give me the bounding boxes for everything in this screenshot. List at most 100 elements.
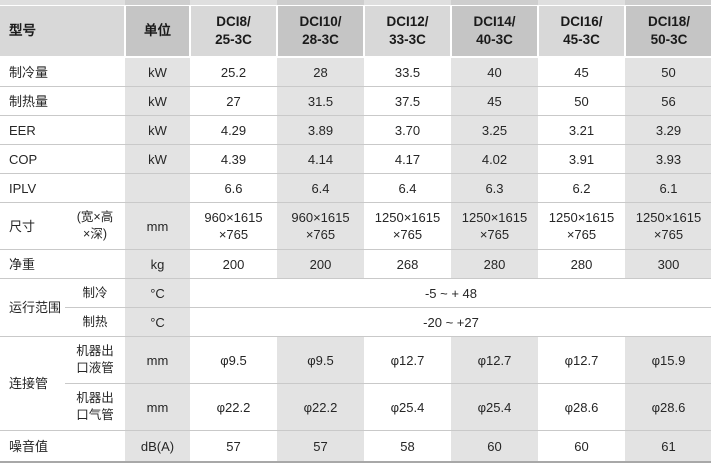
row-dimensions: 尺寸 (宽×高 ×深) mm 960×1615 ×765 960×1615 ×7…	[0, 202, 711, 250]
cutoff-row-top	[0, 0, 711, 6]
spec-value-span: -5 ~ + 48	[190, 278, 711, 308]
spec-value: 33.5	[364, 56, 451, 87]
spec-value: φ12.7	[451, 336, 538, 384]
cutoff-cell	[190, 0, 277, 6]
row-unit: °C	[125, 278, 190, 308]
spec-value: 3.91	[538, 144, 625, 174]
row-unit	[125, 173, 190, 203]
cutoff-cell	[0, 0, 125, 6]
row-unit: kW	[125, 115, 190, 145]
row-noise: 噪音值 dB(A) 57 57 58 60 60 61	[0, 430, 711, 463]
row-label: 净重	[0, 249, 125, 279]
spec-value: 4.39	[190, 144, 277, 174]
row-cooling-capacity: 制冷量 kW 25.2 28 33.5 40 45 50	[0, 56, 711, 87]
row-label: 尺寸	[0, 202, 65, 250]
spec-value: 960×1615 ×765	[190, 202, 277, 250]
spec-value: 3.89	[277, 115, 364, 145]
header-model-dci10: DCI10/ 28-3C	[276, 5, 364, 58]
row-label: 连接管	[0, 336, 65, 431]
row-label: COP	[0, 144, 125, 174]
spec-value: φ15.9	[625, 336, 711, 384]
row-label: IPLV	[0, 173, 125, 203]
spec-value: 40	[451, 56, 538, 87]
spec-value: 57	[190, 430, 277, 463]
spec-value: 50	[625, 56, 711, 87]
spec-value: 280	[451, 249, 538, 279]
spec-value: 3.21	[538, 115, 625, 145]
row-label: 运行范围	[0, 278, 65, 337]
header-model-dci16: DCI16/ 45-3C	[537, 5, 625, 58]
row-unit: kW	[125, 56, 190, 87]
spec-value: 4.17	[364, 144, 451, 174]
spec-value: 200	[190, 249, 277, 279]
header-unit-col: 单位	[124, 5, 190, 58]
spec-value: 3.25	[451, 115, 538, 145]
row-heating-capacity: 制热量 kW 27 31.5 37.5 45 50 56	[0, 86, 711, 116]
spec-value: φ25.4	[364, 383, 451, 431]
row-unit: dB(A)	[125, 430, 190, 463]
spec-value: φ12.7	[538, 336, 625, 384]
spec-value: φ28.6	[538, 383, 625, 431]
cutoff-cell	[364, 0, 451, 6]
spec-value: 268	[364, 249, 451, 279]
spec-value: 300	[625, 249, 711, 279]
row-unit: °C	[125, 307, 190, 337]
spec-value: 60	[451, 430, 538, 463]
row-label: 噪音值	[0, 430, 125, 463]
spec-value: φ12.7	[364, 336, 451, 384]
row-label: EER	[0, 115, 125, 145]
row-label: 制热量	[0, 86, 125, 116]
header-model-dci18: DCI18/ 50-3C	[624, 5, 711, 58]
spec-value: 960×1615 ×765	[277, 202, 364, 250]
row-iplv: IPLV 6.6 6.4 6.4 6.3 6.2 6.1	[0, 173, 711, 203]
spec-value: 4.02	[451, 144, 538, 174]
row-eer: EER kW 4.29 3.89 3.70 3.25 3.21 3.29	[0, 115, 711, 145]
row-sublabel: 机器出 口液管	[65, 336, 125, 384]
cutoff-cell	[277, 0, 364, 6]
row-unit: mm	[125, 336, 190, 384]
spec-value: φ25.4	[451, 383, 538, 431]
row-pipe-gas: 机器出 口气管 mm φ22.2 φ22.2 φ25.4 φ25.4 φ28.6…	[0, 383, 711, 431]
cutoff-cell	[538, 0, 625, 6]
spec-value: 56	[625, 86, 711, 116]
row-sublabel: (宽×高 ×深)	[65, 202, 125, 250]
spec-value: 6.4	[277, 173, 364, 203]
spec-value: φ9.5	[277, 336, 364, 384]
spec-value: 3.29	[625, 115, 711, 145]
spec-value: 200	[277, 249, 364, 279]
header-model-dci14: DCI14/ 40-3C	[450, 5, 538, 58]
row-operating-range-heating: 制热 °C -20 ~ +27	[0, 307, 711, 337]
row-net-weight: 净重 kg 200 200 268 280 280 300	[0, 249, 711, 279]
spec-value: 45	[451, 86, 538, 116]
cutoff-cell	[625, 0, 711, 6]
spec-value: 28	[277, 56, 364, 87]
spec-value: 1250×1615 ×765	[451, 202, 538, 250]
spec-value: 57	[277, 430, 364, 463]
spec-value: 1250×1615 ×765	[625, 202, 711, 250]
row-cop: COP kW 4.39 4.14 4.17 4.02 3.91 3.93	[0, 144, 711, 174]
spec-value: 6.1	[625, 173, 711, 203]
header-model-col: 型号	[0, 5, 125, 58]
spec-value: 37.5	[364, 86, 451, 116]
row-unit: kW	[125, 86, 190, 116]
spec-value: 6.4	[364, 173, 451, 203]
row-unit: kW	[125, 144, 190, 174]
header-model-dci12: DCI12/ 33-3C	[363, 5, 451, 58]
spec-value: 6.6	[190, 173, 277, 203]
spec-value: 1250×1615 ×765	[538, 202, 625, 250]
row-sublabel: 制冷	[65, 278, 125, 308]
header-row: 型号 单位 DCI8/ 25-3C DCI10/ 28-3C DCI12/ 33…	[0, 5, 711, 58]
spec-value: 61	[625, 430, 711, 463]
spec-value-span: -20 ~ +27	[190, 307, 711, 337]
row-operating-range-cooling: 运行范围 制冷 °C -5 ~ + 48	[0, 278, 711, 337]
spec-value: 31.5	[277, 86, 364, 116]
cutoff-cell	[125, 0, 190, 6]
header-model-dci8: DCI8/ 25-3C	[189, 5, 277, 58]
spec-value: 50	[538, 86, 625, 116]
spec-value: 6.2	[538, 173, 625, 203]
spec-value: 58	[364, 430, 451, 463]
spec-value: 6.3	[451, 173, 538, 203]
spec-value: 4.14	[277, 144, 364, 174]
spec-value: 45	[538, 56, 625, 87]
